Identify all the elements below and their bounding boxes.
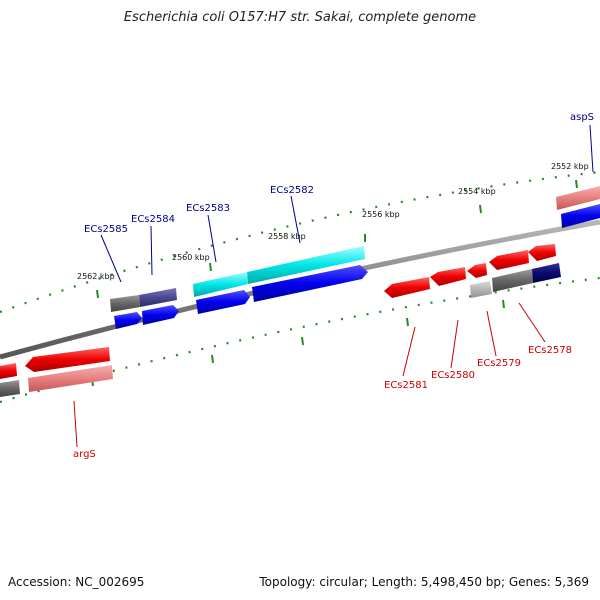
gene-label-ECs2583[interactable]: ECs2583 (186, 203, 230, 214)
gene-label-ECs2581[interactable]: ECs2581 (384, 380, 428, 391)
gene-ECs2577[interactable] (528, 244, 556, 261)
gene-label-aspS[interactable]: aspS (570, 112, 594, 123)
tick-label-2552: 2552 kbp (551, 162, 589, 171)
reverse-strand-features[interactable] (0, 244, 561, 397)
tick-label-2554: 2554 kbp (458, 187, 496, 196)
gene-argS-cds[interactable] (28, 365, 113, 392)
tick-label-2562: 2562 kbp (77, 272, 115, 281)
gene-label-ECs2585[interactable]: ECs2585 (84, 224, 128, 235)
gene-ECs2579-cds[interactable] (470, 281, 492, 298)
gene-ECs2581[interactable] (384, 277, 430, 298)
accession-text: Accession: NC_002695 (8, 575, 145, 589)
forward-strand-features[interactable] (110, 186, 600, 329)
major-tick-2552 (575, 179, 578, 189)
major-tick-2562 (96, 289, 99, 299)
gene-ECs2585-cds[interactable] (114, 312, 142, 329)
gene-label-ECs2584[interactable]: ECs2584 (131, 214, 175, 225)
tick-label-2558: 2558 kbp (268, 232, 306, 241)
gene-ECs2585[interactable] (110, 295, 140, 312)
gene-aspS-cds[interactable] (561, 204, 600, 228)
gene-ECs2580[interactable] (430, 267, 466, 286)
upper-gene-labels: aspS ECs2582 ECs2583 ECs2584 ECs2585 (84, 112, 594, 235)
tick-label-2556: 2556 kbp (362, 210, 400, 219)
genome-summary-text: Topology: circular; Length: 5,498,450 bp… (259, 575, 589, 589)
lower-gene-labels: argS ECs2581 ECs2580 ECs2579 ECs2578 (73, 345, 572, 460)
gene-left-edge-gray[interactable] (0, 380, 20, 397)
major-tick-2560 (209, 262, 212, 272)
gene-label-ECs2579[interactable]: ECs2579 (477, 358, 521, 369)
gene-label-ECs2578[interactable]: ECs2578 (528, 345, 572, 356)
major-tick-2554 (479, 204, 482, 214)
gene-left-edge-red[interactable] (0, 363, 17, 379)
tick-label-2560: 2560 kbp (172, 253, 210, 262)
gene-ECs2582-cds[interactable] (252, 265, 368, 302)
gene-ECs2577-cds[interactable] (532, 263, 561, 283)
gene-label-argS[interactable]: argS (73, 449, 96, 460)
gene-ECs2583-cds[interactable] (196, 290, 250, 314)
tick-labels: 2552 kbp 2554 kbp 2556 kbp 2558 kbp 2560… (77, 162, 589, 281)
gene-ECs2579[interactable] (467, 263, 487, 278)
gene-label-ECs2580[interactable]: ECs2580 (431, 370, 475, 381)
gene-ECs2584[interactable] (139, 288, 177, 307)
gene-argS[interactable] (25, 347, 110, 372)
gene-aspS[interactable] (556, 186, 600, 210)
inner-tick-track (0, 276, 600, 404)
gene-label-ECs2582[interactable]: ECs2582 (270, 185, 314, 196)
gene-ECs2582[interactable] (247, 246, 365, 284)
map-title: Escherichia coli O157:H7 str. Sakai, com… (123, 10, 477, 25)
gene-ECs2583[interactable] (193, 272, 248, 297)
gene-ECs2584-cds[interactable] (142, 305, 179, 325)
outer-tick-track (0, 170, 600, 314)
gene-ECs2578[interactable] (489, 250, 529, 270)
leader-lines (73, 124, 594, 448)
gene-ECs2578-cds[interactable] (492, 269, 533, 292)
